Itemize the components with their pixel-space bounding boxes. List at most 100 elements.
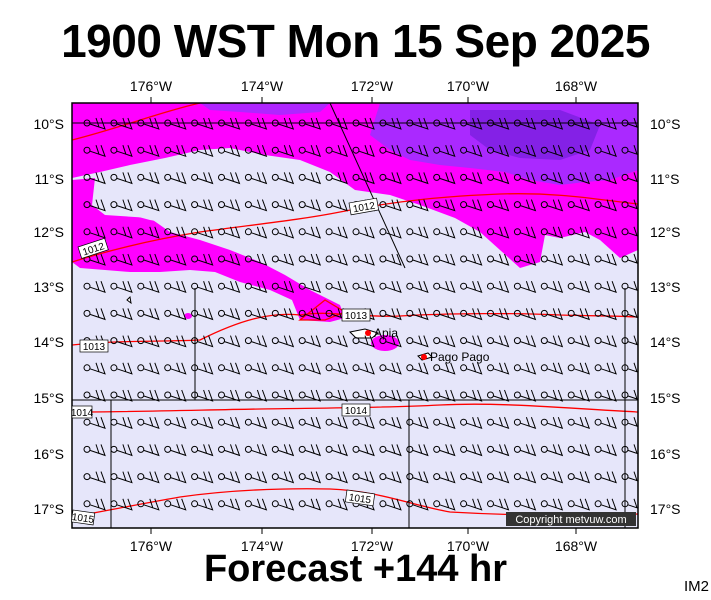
wind-barb: [244, 335, 268, 348]
wind-barb: [594, 281, 617, 294]
wind-barb: [325, 145, 348, 158]
wind-barb: [540, 498, 564, 511]
wind-barb: [487, 335, 510, 348]
wind-barb: [567, 444, 591, 457]
wind-barb: [379, 308, 402, 321]
wind-barb: [164, 389, 187, 402]
wind-barb: [298, 362, 322, 375]
wind-barb: [540, 117, 564, 130]
wind-barb: [540, 226, 564, 239]
wind-barb: [218, 362, 241, 375]
wind-barb: [83, 471, 106, 484]
wind-barb: [433, 471, 456, 484]
wind-barb: [83, 226, 106, 239]
wind-barb: [298, 308, 322, 321]
wind-barb: [244, 226, 268, 239]
wind-barb: [406, 498, 429, 511]
wind-barb: [164, 471, 187, 484]
wind-barb: [325, 417, 348, 430]
wind-barb: [110, 498, 133, 511]
wind-barb: [191, 444, 214, 457]
wind-barb: [110, 389, 133, 402]
wind-barb: [379, 172, 402, 185]
apia-marker: [365, 330, 371, 336]
wind-barb: [244, 417, 268, 430]
map-frame: [71, 102, 639, 529]
wind-barb: [137, 444, 160, 457]
wind-barb: [379, 471, 402, 484]
wind-barb: [513, 308, 537, 321]
wind-barb: [567, 281, 591, 294]
wind-barb: [325, 253, 348, 266]
wind-barb: [298, 145, 322, 158]
wind-barb: [621, 498, 638, 509]
wind-barb: [298, 172, 322, 185]
wind-barb: [567, 145, 591, 158]
wind-barb: [218, 335, 241, 348]
wind-barb: [567, 117, 591, 130]
wind-barb: [218, 199, 241, 212]
wind-barb: [352, 444, 375, 457]
wind-barb: [406, 117, 429, 130]
wind-barb: [433, 172, 456, 185]
wind-barb: [594, 444, 617, 457]
wind-barb: [621, 389, 638, 400]
wind-barb: [352, 281, 375, 294]
wind-barb: [298, 117, 322, 130]
wind-barb: [164, 281, 187, 294]
wind-barb: [352, 253, 375, 266]
wind-barb: [594, 308, 617, 321]
wind-barb: [487, 253, 510, 266]
wind-barb: [513, 444, 537, 457]
wind-barb: [594, 362, 617, 375]
wind-barb: [191, 308, 214, 321]
wind-barb: [594, 117, 617, 130]
wind-barb: [513, 498, 537, 511]
wind-barb: [218, 145, 241, 158]
wind-barb: [406, 417, 429, 430]
wind-barb: [137, 281, 160, 294]
wind-barb: [379, 362, 402, 375]
wind-barb: [244, 253, 268, 266]
wind-barb: [567, 362, 591, 375]
wind-barb: [594, 253, 617, 266]
wind-barb: [379, 226, 402, 239]
wind-barb: [487, 226, 510, 239]
wind-barb: [271, 117, 295, 130]
wind-barb: [83, 172, 106, 185]
wind-barb: [513, 362, 537, 375]
lon-label-top: 168°W: [555, 78, 598, 94]
wind-barb: [487, 172, 510, 185]
wind-barb: [298, 471, 322, 484]
wind-barb: [433, 199, 456, 212]
wind-barb: [191, 281, 214, 294]
wind-barb: [460, 471, 483, 484]
wind-barb: [191, 145, 214, 158]
wind-barb: [110, 281, 133, 294]
wind-barb: [298, 389, 322, 402]
wind-barb: [298, 498, 322, 511]
wind-barb: [540, 389, 564, 402]
map-title: 1900 WST Mon 15 Sep 2025: [61, 15, 650, 67]
wind-barb: [406, 308, 429, 321]
wind-barb: [594, 498, 617, 511]
lon-label-top: 174°W: [241, 78, 284, 94]
lat-label-right: 12°S: [650, 224, 681, 240]
wind-barb: [540, 471, 564, 484]
wind-barb: [621, 281, 638, 292]
wind-barb: [540, 335, 564, 348]
wind-barb: [621, 145, 638, 156]
wind-barb: [433, 117, 456, 130]
wind-barb: [244, 117, 268, 130]
isobar-label: 1014: [341, 403, 371, 417]
wind-barb: [137, 417, 160, 430]
wind-barb: [218, 253, 241, 266]
wind-barb: [540, 172, 564, 185]
wind-barb: [271, 335, 295, 348]
wind-barb: [218, 417, 241, 430]
wind-barb: [271, 471, 295, 484]
wind-barb: [137, 253, 160, 266]
wind-barb: [540, 417, 564, 430]
wind-barb: [325, 226, 348, 239]
wind-barb: [137, 362, 160, 375]
